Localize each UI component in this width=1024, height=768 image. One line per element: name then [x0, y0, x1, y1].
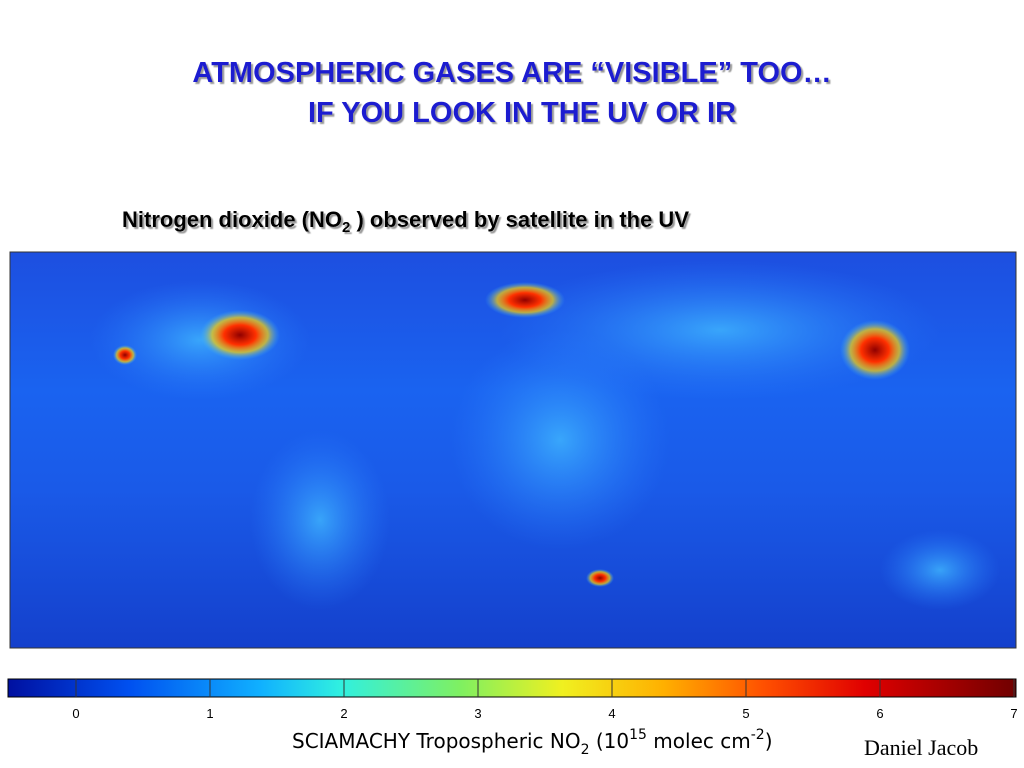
colorbar-label-text: molec cm	[647, 729, 751, 753]
subtitle-text: Nitrogen dioxide (NO	[122, 207, 342, 232]
no2-map	[9, 251, 1017, 649]
colorbar-label-sup: -2	[751, 727, 765, 743]
colorbar-tick-label: 1	[206, 706, 213, 721]
colorbar-label-text: (10	[590, 729, 630, 753]
subtitle-subscript: 2	[342, 219, 350, 236]
map-hotspot	[113, 345, 137, 365]
map-land	[880, 530, 1000, 610]
colorbar-label-sup: 15	[629, 727, 647, 743]
colorbar-tick-label: 6	[876, 706, 883, 721]
credit: Daniel Jacob	[864, 735, 978, 760]
map-hotspot	[485, 282, 565, 318]
colorbar-tick-label: 0	[72, 706, 79, 721]
title-line: ATMOSPHERIC GASES ARE “VISIBLE” TOO…	[192, 57, 831, 89]
colorbar-label-text: SCIAMACHY Tropospheric NO	[292, 729, 581, 753]
colorbar-label-sub: 2	[581, 742, 590, 758]
subtitle: Nitrogen dioxide (NO2 ) observed by sate…	[122, 207, 689, 236]
subtitle-text: ) observed by satellite in the UV	[350, 207, 689, 232]
map-land	[250, 430, 390, 610]
colorbar-label: SCIAMACHY Tropospheric NO2 (1015 molec c…	[292, 727, 773, 758]
map-land	[90, 280, 310, 400]
map-land	[500, 260, 940, 400]
title-line: IF YOU LOOK IN THE UV OR IR	[308, 97, 736, 129]
map-hotspot	[586, 569, 614, 587]
colorbar	[7, 678, 1017, 698]
colorbar-tick-label: 7	[1010, 706, 1017, 721]
colorbar-tick-label: 4	[608, 706, 615, 721]
map-hotspot	[840, 320, 910, 380]
colorbar-tick-label: 2	[340, 706, 347, 721]
map-hotspot	[200, 310, 280, 360]
colorbar-tick-label: 5	[742, 706, 749, 721]
colorbar-label-text: )	[765, 729, 773, 753]
colorbar-ticks: 0 1 2 3 4 5 6 7	[72, 679, 1018, 721]
colorbar-tick-label: 3	[474, 706, 481, 721]
